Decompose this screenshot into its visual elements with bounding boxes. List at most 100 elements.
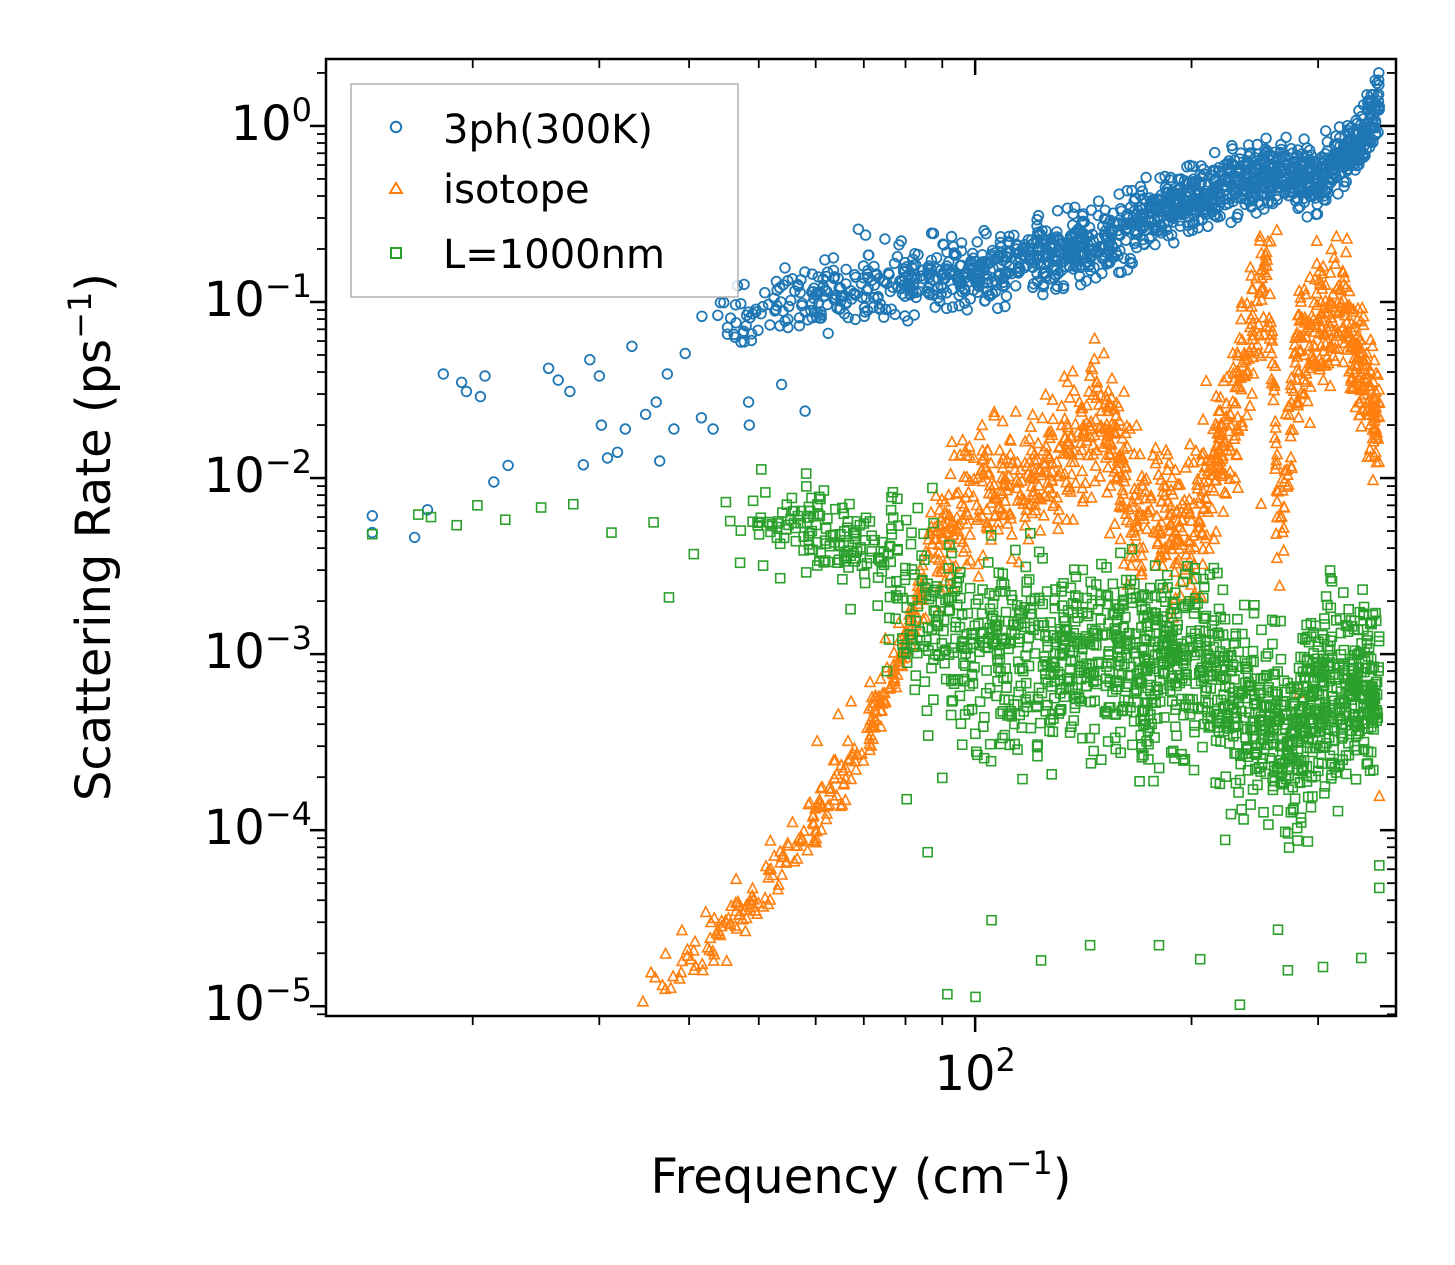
point-3ph (1113, 228, 1126, 240)
point-boundary (1101, 708, 1113, 720)
point-isotope (860, 720, 874, 734)
point-3ph (1352, 135, 1364, 148)
point-isotope (844, 772, 858, 785)
point-boundary (1322, 599, 1333, 611)
point-isotope (1099, 450, 1113, 463)
point-isotope (1291, 308, 1305, 321)
point-3ph (1373, 79, 1385, 91)
point-isotope (1173, 520, 1187, 533)
point-isotope (1008, 462, 1022, 475)
point-isotope (1056, 446, 1070, 459)
point-isotope (1327, 299, 1341, 312)
point-isotope (1319, 358, 1333, 371)
point-isotope (932, 552, 946, 565)
point-isotope (864, 738, 878, 751)
point-isotope (1214, 390, 1227, 403)
point-3ph (888, 257, 901, 270)
point-isotope (1223, 424, 1236, 437)
point-3ph (1258, 152, 1270, 164)
point-isotope (1249, 271, 1263, 284)
point-isotope (1312, 273, 1326, 286)
point-isotope (1149, 456, 1162, 469)
point-3ph (1073, 270, 1086, 283)
point-boundary (1282, 964, 1294, 976)
point-isotope (977, 448, 991, 461)
point-3ph (743, 419, 756, 431)
point-isotope (1139, 491, 1152, 504)
point-3ph (584, 354, 596, 366)
point-isotope (1301, 394, 1315, 407)
point-isotope (743, 900, 757, 913)
point-isotope (1242, 351, 1255, 364)
point-3ph (1195, 160, 1207, 172)
point-3ph (1280, 131, 1292, 144)
point-isotope (1139, 484, 1152, 497)
point-boundary (942, 988, 953, 1000)
point-3ph (1208, 146, 1221, 159)
point-boundary (1325, 602, 1337, 614)
point-isotope (1165, 470, 1179, 483)
point-boundary (757, 560, 769, 571)
point-isotope (929, 488, 943, 502)
point-3ph (1334, 166, 1347, 179)
point-isotope (1004, 511, 1018, 524)
point-boundary (984, 738, 996, 750)
point-isotope (1109, 426, 1123, 439)
point-3ph (1312, 166, 1324, 178)
point-3ph (1151, 225, 1163, 237)
point-3ph (1174, 220, 1187, 232)
point-3ph (1321, 145, 1334, 157)
point-3ph (721, 321, 734, 334)
point-isotope (1172, 552, 1185, 565)
point-3ph (827, 264, 840, 277)
y-tick-label-base: 10 (204, 800, 265, 856)
point-isotope (732, 907, 746, 920)
y-tick-label-exponent: 0 (292, 91, 312, 129)
point-isotope (1088, 331, 1101, 344)
point-3ph (1159, 170, 1171, 183)
point-isotope (1215, 469, 1229, 482)
point-boundary (997, 732, 1008, 744)
point-boundary (1020, 561, 1032, 573)
point-isotope (1029, 503, 1042, 516)
point-isotope (980, 502, 994, 515)
point-isotope (1005, 527, 1019, 540)
point-isotope (1139, 471, 1153, 484)
point-3ph (946, 301, 959, 313)
point-3ph (873, 272, 886, 285)
point-3ph (668, 423, 680, 435)
point-isotope (889, 680, 903, 693)
point-boundary (1153, 939, 1165, 951)
point-isotope (1211, 438, 1224, 451)
point-isotope (1041, 475, 1055, 488)
point-isotope (684, 952, 698, 965)
point-isotope (931, 564, 944, 577)
point-boundary (774, 538, 786, 550)
point-isotope (1067, 383, 1081, 396)
point-isotope (1055, 399, 1069, 412)
point-boundary (872, 600, 884, 611)
point-isotope (1326, 348, 1340, 361)
point-3ph (806, 312, 818, 324)
point-3ph (814, 312, 826, 324)
point-3ph (915, 270, 927, 282)
point-3ph (1071, 259, 1083, 271)
point-boundary (760, 487, 771, 498)
point-isotope (758, 890, 772, 904)
point-boundary (1037, 552, 1048, 564)
point-3ph (978, 224, 990, 237)
point-isotope (1271, 484, 1285, 497)
point-isotope (766, 868, 779, 881)
point-isotope (1280, 462, 1294, 475)
point-isotope (891, 654, 905, 667)
point-boundary (1089, 723, 1100, 735)
point-isotope (1253, 233, 1267, 246)
point-boundary (724, 515, 736, 527)
point-isotope (1368, 413, 1381, 426)
point-boundary (1219, 834, 1231, 846)
point-isotope (1294, 290, 1307, 303)
point-boundary (1374, 882, 1385, 894)
point-isotope (1217, 438, 1230, 452)
point-isotope (786, 815, 799, 828)
point-isotope (1199, 531, 1212, 544)
